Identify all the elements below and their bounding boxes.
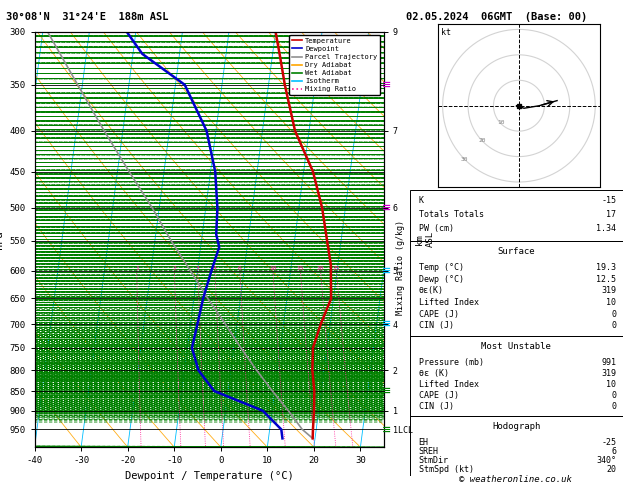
Text: CAPE (J): CAPE (J) xyxy=(419,310,459,319)
Text: © weatheronline.co.uk: © weatheronline.co.uk xyxy=(459,474,572,484)
Text: 319: 319 xyxy=(601,369,616,378)
Text: ≡: ≡ xyxy=(382,80,391,90)
Text: 1.34: 1.34 xyxy=(596,224,616,233)
Y-axis label: km
ASL: km ASL xyxy=(416,231,435,247)
Text: 0: 0 xyxy=(611,402,616,411)
Text: 4: 4 xyxy=(213,266,217,271)
Text: Dewp (°C): Dewp (°C) xyxy=(419,275,464,284)
Text: 10: 10 xyxy=(606,298,616,307)
Text: ≡: ≡ xyxy=(382,203,391,213)
Text: SREH: SREH xyxy=(419,447,438,456)
Y-axis label: hPa: hPa xyxy=(0,230,4,249)
Text: 1: 1 xyxy=(135,266,138,271)
Text: 991: 991 xyxy=(601,358,616,367)
Text: 2: 2 xyxy=(172,266,176,271)
Text: 20: 20 xyxy=(606,465,616,473)
Bar xyxy=(410,241,623,336)
Text: 15: 15 xyxy=(297,266,304,271)
Text: Pressure (mb): Pressure (mb) xyxy=(419,358,484,367)
Text: 19.3: 19.3 xyxy=(596,263,616,272)
Text: θε (K): θε (K) xyxy=(419,369,448,378)
Text: Totals Totals: Totals Totals xyxy=(419,210,484,219)
Text: 319: 319 xyxy=(601,286,616,295)
Text: θε(K): θε(K) xyxy=(419,286,443,295)
Text: 10: 10 xyxy=(269,266,277,271)
Text: Surface: Surface xyxy=(498,247,535,257)
Text: 17: 17 xyxy=(606,210,616,219)
Text: 10: 10 xyxy=(497,120,504,125)
Text: StmDir: StmDir xyxy=(419,456,448,465)
Text: CIN (J): CIN (J) xyxy=(419,321,454,330)
Bar xyxy=(410,190,623,241)
Text: 10: 10 xyxy=(606,380,616,389)
Text: PW (cm): PW (cm) xyxy=(419,224,454,233)
Bar xyxy=(410,336,623,416)
Text: 340°: 340° xyxy=(596,456,616,465)
Text: 6: 6 xyxy=(238,266,242,271)
Text: Hodograph: Hodograph xyxy=(493,422,540,432)
Text: Temp (°C): Temp (°C) xyxy=(419,263,464,272)
Bar xyxy=(410,416,623,476)
Legend: Temperature, Dewpoint, Parcel Trajectory, Dry Adiabat, Wet Adiabat, Isotherm, Mi: Temperature, Dewpoint, Parcel Trajectory… xyxy=(289,35,380,95)
Text: 0: 0 xyxy=(611,321,616,330)
Text: ≡: ≡ xyxy=(382,424,391,434)
Text: K: K xyxy=(419,196,423,205)
Text: StmSpd (kt): StmSpd (kt) xyxy=(419,465,474,473)
Text: -15: -15 xyxy=(601,196,616,205)
Text: ≡: ≡ xyxy=(382,319,391,329)
Text: CAPE (J): CAPE (J) xyxy=(419,391,459,400)
Text: 30: 30 xyxy=(460,156,468,162)
Text: 0: 0 xyxy=(611,391,616,400)
Text: ≡: ≡ xyxy=(382,386,391,396)
X-axis label: Dewpoint / Temperature (°C): Dewpoint / Temperature (°C) xyxy=(125,471,294,481)
Text: kt: kt xyxy=(441,28,451,36)
Text: 02.05.2024  06GMT  (Base: 00): 02.05.2024 06GMT (Base: 00) xyxy=(406,12,587,22)
Text: CIN (J): CIN (J) xyxy=(419,402,454,411)
Text: Lifted Index: Lifted Index xyxy=(419,298,479,307)
Text: ≡: ≡ xyxy=(382,266,391,276)
Text: Mixing Ratio (g/kg): Mixing Ratio (g/kg) xyxy=(396,220,404,315)
Text: Lifted Index: Lifted Index xyxy=(419,380,479,389)
Text: 6: 6 xyxy=(611,447,616,456)
Text: Most Unstable: Most Unstable xyxy=(481,342,552,351)
Text: 12.5: 12.5 xyxy=(596,275,616,284)
Text: -25: -25 xyxy=(601,438,616,447)
Text: 0: 0 xyxy=(611,310,616,319)
Text: 3: 3 xyxy=(196,266,199,271)
Text: 30°08'N  31°24'E  188m ASL: 30°08'N 31°24'E 188m ASL xyxy=(6,12,169,22)
Text: EH: EH xyxy=(419,438,428,447)
Text: 20: 20 xyxy=(479,139,486,143)
Text: 25: 25 xyxy=(333,266,340,271)
Text: 20: 20 xyxy=(317,266,325,271)
